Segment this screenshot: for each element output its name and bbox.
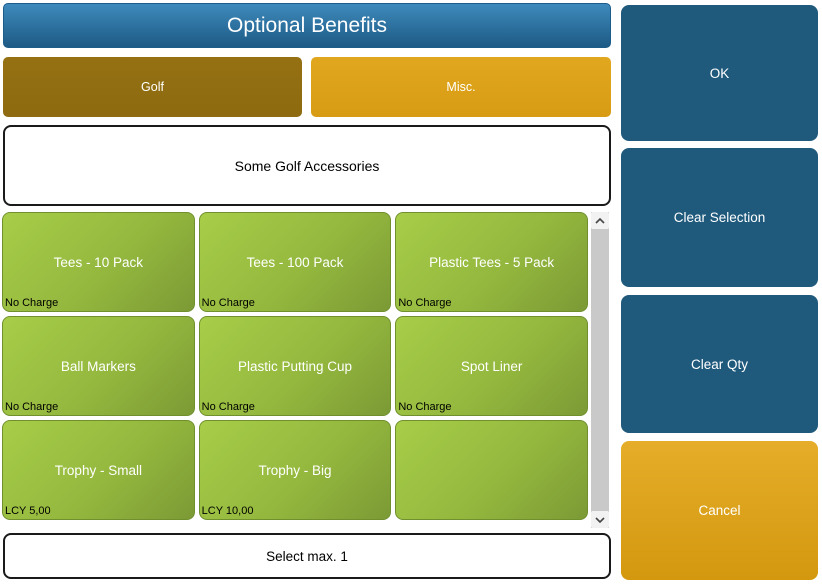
clear-qty-label: Clear Qty: [690, 356, 748, 372]
clear-selection-label: Clear Selection: [673, 210, 766, 225]
item-label: Trophy - Small: [54, 462, 142, 478]
item-grid: Tees - 10 Pack No Charge Tees - 100 Pack…: [2, 212, 588, 520]
tab-misc-label: Misc.: [446, 80, 476, 94]
item-label: Ball Markers: [60, 358, 136, 374]
item-label: Trophy - Big: [258, 462, 332, 478]
item-button-plastic-putting-cup[interactable]: Plastic Putting Cup No Charge: [198, 316, 392, 416]
scroll-up-button[interactable]: [591, 212, 609, 229]
ok-button[interactable]: OK: [621, 5, 818, 141]
item-price: No Charge: [5, 297, 59, 309]
item-button-ball-markers[interactable]: Ball Markers No Charge: [2, 316, 195, 416]
page-title: Optional Benefits: [227, 13, 387, 37]
item-price: No Charge: [201, 297, 255, 309]
dialog-title-bar: Optional Benefits: [3, 3, 611, 48]
item-label: Plastic Putting Cup: [237, 358, 353, 374]
item-price: No Charge: [398, 297, 452, 309]
item-price: No Charge: [5, 401, 59, 413]
item-label: Spot Liner: [460, 358, 523, 374]
item-price: No Charge: [201, 401, 255, 413]
tab-golf[interactable]: Golf: [3, 57, 302, 117]
item-grid-scrollbar[interactable]: [591, 212, 609, 528]
scroll-down-button[interactable]: [591, 511, 609, 528]
category-description-box: Some Golf Accessories: [3, 125, 611, 206]
item-button-tees-10-pack[interactable]: Tees - 10 Pack No Charge: [2, 212, 195, 312]
item-button-trophy-big[interactable]: Trophy - Big LCY 10,00: [198, 420, 392, 520]
item-button-empty[interactable]: [395, 420, 588, 520]
clear-qty-button[interactable]: Clear Qty: [621, 295, 818, 433]
chevron-down-icon: [595, 516, 605, 523]
item-button-tees-100-pack[interactable]: Tees - 100 Pack No Charge: [198, 212, 392, 312]
selection-hint-box: Select max. 1: [3, 533, 611, 579]
item-price: LCY 5,00: [5, 505, 51, 517]
item-button-spot-liner[interactable]: Spot Liner No Charge: [395, 316, 588, 416]
ok-button-label: OK: [709, 65, 730, 81]
tab-misc[interactable]: Misc.: [311, 57, 611, 117]
tab-golf-label: Golf: [141, 80, 164, 94]
item-label: Tees - 100 Pack: [246, 254, 344, 270]
item-label: Tees - 10 Pack: [53, 254, 143, 270]
item-label: Plastic Tees - 5 Pack: [429, 254, 555, 270]
item-price: LCY 10,00: [201, 505, 254, 517]
clear-selection-button[interactable]: Clear Selection: [621, 148, 818, 287]
selection-hint: Select max. 1: [266, 548, 348, 564]
cancel-button-label: Cancel: [698, 503, 741, 518]
item-button-trophy-small[interactable]: Trophy - Small LCY 5,00: [2, 420, 195, 520]
cancel-button[interactable]: Cancel: [621, 441, 818, 580]
chevron-up-icon: [595, 217, 605, 224]
item-button-plastic-tees-5-pack[interactable]: Plastic Tees - 5 Pack No Charge: [395, 212, 588, 312]
item-price: No Charge: [398, 401, 452, 413]
category-description: Some Golf Accessories: [234, 157, 380, 174]
